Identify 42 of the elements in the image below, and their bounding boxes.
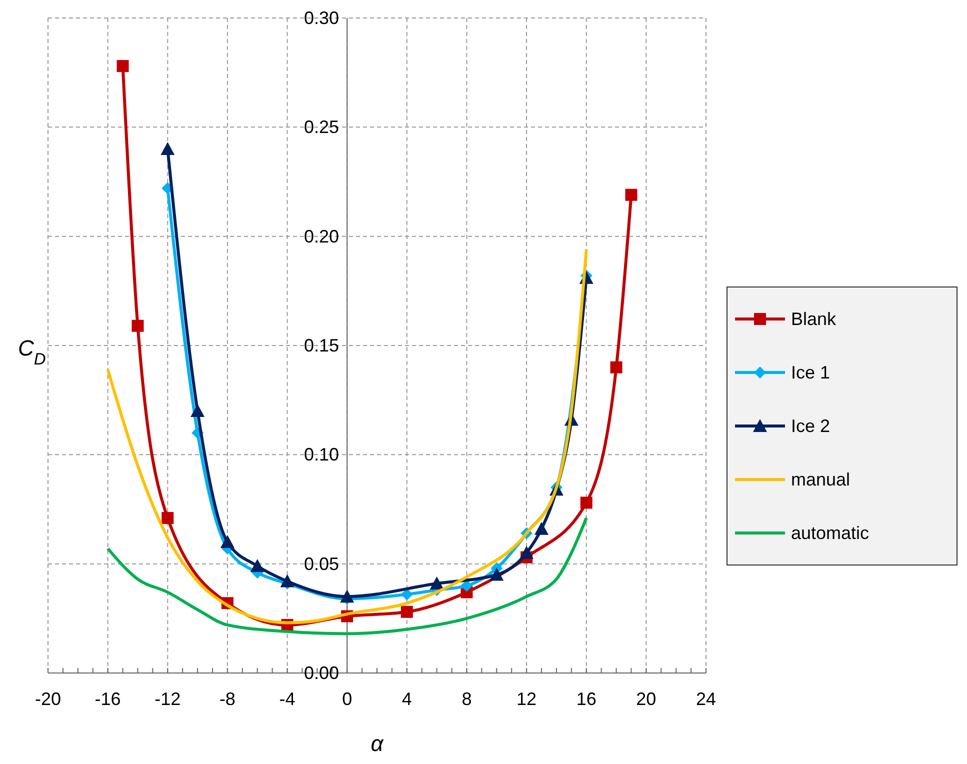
point	[250, 559, 264, 572]
legend-label: Ice 1	[791, 362, 830, 382]
point	[116, 60, 129, 72]
x-tick-label: 16	[576, 689, 596, 709]
y-axis-title: C$_{D}$	[18, 336, 46, 368]
x-tick-label: -12	[154, 689, 181, 709]
point	[280, 574, 294, 588]
x-tick-label: -16	[94, 689, 121, 709]
point	[220, 535, 234, 548]
point	[160, 142, 175, 155]
y-tick-label: 0.20	[304, 226, 340, 246]
x-tick-label: 0	[342, 689, 352, 709]
x-tick-label: 24	[696, 689, 716, 709]
y-tick-label: 0.10	[304, 444, 340, 465]
x-tick-label: 4	[402, 689, 412, 709]
legend-label: Ice 2	[791, 416, 830, 436]
point	[534, 522, 548, 535]
y-tick-label: 0.05	[304, 554, 340, 574]
x-tick-label: 8	[462, 689, 472, 709]
x-axis-title: α	[370, 731, 385, 756]
point	[190, 404, 205, 417]
point	[580, 496, 592, 509]
x-tick-label: -20	[34, 689, 62, 709]
point	[520, 546, 534, 559]
point	[625, 188, 638, 201]
point	[610, 361, 622, 374]
legend-label: manual	[791, 470, 850, 490]
y-tick-label: 0.25	[304, 117, 340, 138]
point	[162, 512, 174, 524]
legend-label: Blank	[791, 309, 838, 329]
y-tick-label: 0.15	[304, 336, 340, 356]
y-tick-label: 0.30	[304, 8, 340, 28]
point	[400, 606, 413, 618]
x-tick-label: -8	[219, 689, 236, 709]
point	[132, 320, 144, 332]
legend-label: automatic	[791, 523, 870, 543]
x-tick-label: 12	[516, 689, 537, 709]
point	[430, 576, 444, 590]
x-tick-label: 20	[636, 689, 656, 709]
x-tick-label: -4	[279, 689, 296, 709]
line-series	[106, 516, 588, 636]
point	[490, 568, 504, 581]
